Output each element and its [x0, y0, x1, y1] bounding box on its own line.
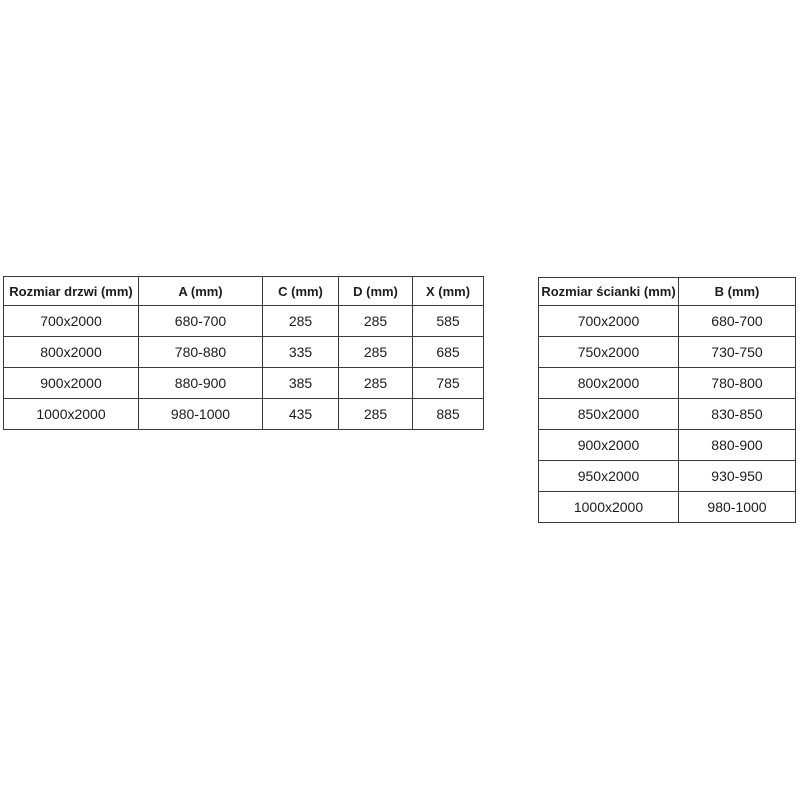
column-header-x: X (mm)	[412, 276, 484, 306]
cell-b-value: 680-700	[678, 305, 796, 337]
column-header-d: D (mm)	[338, 276, 413, 306]
cell-c-value: 335	[262, 336, 339, 368]
cell-d-value: 285	[338, 336, 413, 368]
cell-door-size: 800x2000	[3, 336, 139, 368]
doors-table-header-row: Rozmiar drzwi (mm) A (mm) C (mm) D (mm) …	[3, 276, 484, 306]
table-row: 700x2000 680-700	[538, 305, 796, 337]
cell-wall-size: 800x2000	[538, 367, 679, 399]
cell-x-value: 885	[412, 398, 484, 430]
cell-b-value: 780-800	[678, 367, 796, 399]
cell-a-value: 680-700	[138, 305, 263, 337]
table-row: 700x2000 680-700 285 285 585	[3, 305, 484, 337]
table-row: 800x2000 780-800	[538, 367, 796, 399]
cell-d-value: 285	[338, 367, 413, 399]
cell-wall-size: 850x2000	[538, 398, 679, 430]
cell-b-value: 880-900	[678, 429, 796, 461]
cell-c-value: 435	[262, 398, 339, 430]
table-row: 1000x2000 980-1000	[538, 491, 796, 523]
cell-d-value: 285	[338, 398, 413, 430]
cell-a-value: 880-900	[138, 367, 263, 399]
doors-size-table: Rozmiar drzwi (mm) A (mm) C (mm) D (mm) …	[3, 276, 484, 430]
table-row: 900x2000 880-900	[538, 429, 796, 461]
walls-table-header-row: Rozmiar ścianki (mm) B (mm)	[538, 277, 796, 306]
cell-wall-size: 950x2000	[538, 460, 679, 492]
cell-d-value: 285	[338, 305, 413, 337]
cell-door-size: 900x2000	[3, 367, 139, 399]
table-row: 950x2000 930-950	[538, 460, 796, 492]
cell-x-value: 585	[412, 305, 484, 337]
table-row: 850x2000 830-850	[538, 398, 796, 430]
cell-b-value: 930-950	[678, 460, 796, 492]
column-header-rozmiar-drzwi: Rozmiar drzwi (mm)	[3, 276, 139, 306]
table-row: 1000x2000 980-1000 435 285 885	[3, 398, 484, 430]
column-header-rozmiar-scianki: Rozmiar ścianki (mm)	[538, 277, 679, 306]
cell-wall-size: 1000x2000	[538, 491, 679, 523]
walls-size-table: Rozmiar ścianki (mm) B (mm) 700x2000 680…	[538, 277, 796, 523]
table-row: 900x2000 880-900 385 285 785	[3, 367, 484, 399]
cell-door-size: 1000x2000	[3, 398, 139, 430]
column-header-c: C (mm)	[262, 276, 339, 306]
cell-b-value: 980-1000	[678, 491, 796, 523]
cell-x-value: 685	[412, 336, 484, 368]
cell-b-value: 730-750	[678, 336, 796, 368]
cell-c-value: 385	[262, 367, 339, 399]
cell-wall-size: 900x2000	[538, 429, 679, 461]
column-header-b: B (mm)	[678, 277, 796, 306]
cell-c-value: 285	[262, 305, 339, 337]
cell-wall-size: 700x2000	[538, 305, 679, 337]
cell-b-value: 830-850	[678, 398, 796, 430]
cell-wall-size: 750x2000	[538, 336, 679, 368]
cell-x-value: 785	[412, 367, 484, 399]
cell-door-size: 700x2000	[3, 305, 139, 337]
table-row: 800x2000 780-880 335 285 685	[3, 336, 484, 368]
cell-a-value: 980-1000	[138, 398, 263, 430]
column-header-a: A (mm)	[138, 276, 263, 306]
table-row: 750x2000 730-750	[538, 336, 796, 368]
cell-a-value: 780-880	[138, 336, 263, 368]
